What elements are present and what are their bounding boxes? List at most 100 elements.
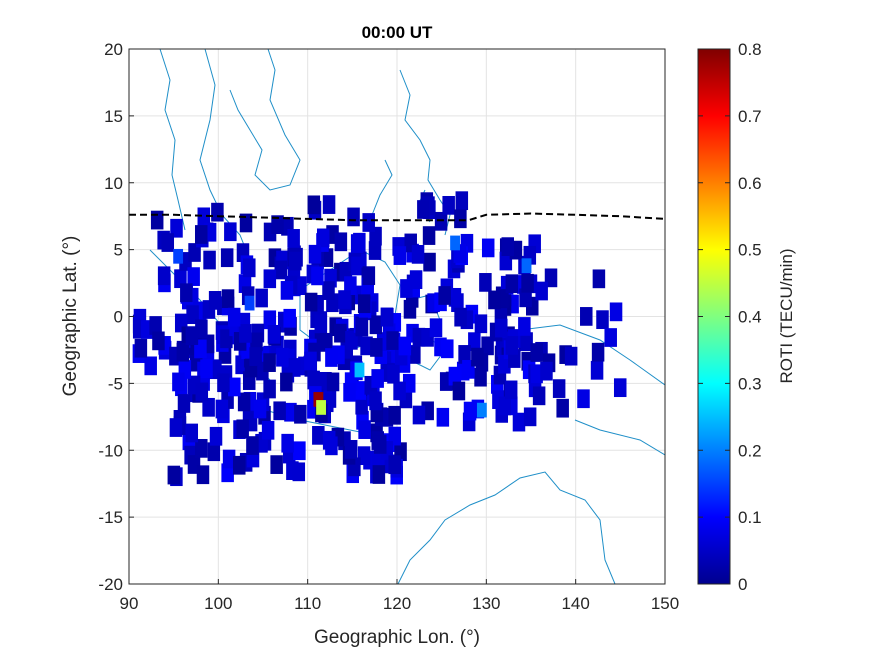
roti-cell xyxy=(322,195,336,214)
roti-cell xyxy=(263,379,276,399)
roti-cell xyxy=(187,267,200,286)
roti-cell xyxy=(134,338,148,358)
roti-cell xyxy=(334,232,348,252)
roti-cell xyxy=(388,426,402,446)
roti-cell xyxy=(388,405,401,425)
x-tick-label: 130 xyxy=(472,594,500,613)
y-axis-label: Geographic Lat. (°) xyxy=(60,236,81,397)
y-tick-label: -5 xyxy=(108,374,123,393)
y-tick-label: 20 xyxy=(104,40,123,59)
roti-cell xyxy=(609,302,623,322)
roti-cell xyxy=(505,274,519,294)
roti-cell xyxy=(564,346,578,366)
roti-cell xyxy=(373,435,387,454)
roti-cell xyxy=(221,289,235,309)
roti-cell xyxy=(468,332,481,352)
roti-cell xyxy=(442,195,455,215)
roti-cell xyxy=(344,440,358,459)
x-tick-label: 140 xyxy=(561,594,589,613)
roti-cell xyxy=(304,351,317,371)
x-tick-label: 90 xyxy=(120,594,139,613)
roti-cell xyxy=(409,270,423,289)
roti-cell xyxy=(596,310,609,330)
roti-cell xyxy=(498,396,511,416)
roti-cell xyxy=(495,318,508,338)
roti-cell xyxy=(429,318,443,338)
roti-cell xyxy=(360,336,373,356)
roti-cell xyxy=(276,347,289,367)
roti-cell xyxy=(552,379,566,398)
roti-cell xyxy=(284,402,297,422)
roti-cell xyxy=(454,307,467,327)
roti-cell xyxy=(232,455,246,475)
roti-cell xyxy=(369,315,383,335)
roti-cell xyxy=(372,465,386,484)
roti-cell xyxy=(343,382,356,402)
roti-cell xyxy=(294,404,307,424)
roti-cell xyxy=(362,213,375,232)
roti-cell xyxy=(613,378,627,398)
roti-cell xyxy=(436,407,450,427)
roti-cell xyxy=(157,266,171,286)
roti-cell xyxy=(167,465,181,485)
roti-cell xyxy=(280,372,293,392)
roti-cell xyxy=(312,425,325,445)
roti-cell xyxy=(519,288,532,308)
roti-cell xyxy=(307,370,320,390)
roti-cell xyxy=(239,324,252,343)
roti-cell xyxy=(380,307,394,327)
roti-cell xyxy=(518,317,531,336)
roti-cell xyxy=(150,210,164,230)
roti-cell xyxy=(149,316,162,335)
roti-hotspot xyxy=(521,258,532,274)
roti-cell xyxy=(402,373,416,393)
roti-cell xyxy=(270,455,283,474)
roti-cell xyxy=(281,433,294,453)
roti-cell xyxy=(288,358,301,377)
roti-cell xyxy=(308,244,322,264)
roti-cell xyxy=(504,380,518,400)
roti-hotspot xyxy=(450,235,460,251)
roti-cell xyxy=(292,462,306,482)
roti-cell xyxy=(311,266,324,286)
roti-cell xyxy=(498,354,511,374)
roti-cell xyxy=(283,308,296,328)
roti-cell xyxy=(417,200,430,219)
y-tick-label: 0 xyxy=(114,308,123,327)
roti-cell xyxy=(228,377,241,397)
roti-cell xyxy=(358,420,371,439)
coastline-indochina xyxy=(159,49,301,261)
y-tick-label: -15 xyxy=(98,508,123,527)
roti-cell xyxy=(412,405,426,425)
roti-cell xyxy=(325,348,338,367)
roti-cell xyxy=(351,256,364,276)
roti-cell xyxy=(322,281,335,300)
roti-cell xyxy=(215,399,229,419)
roti-cell xyxy=(532,386,546,406)
roti-cell xyxy=(320,332,333,352)
roti-cell xyxy=(274,260,288,280)
colorbar-tick-label: 0.3 xyxy=(738,374,762,393)
roti-cell xyxy=(355,317,369,337)
roti-cell xyxy=(488,290,501,310)
y-tick-label: -20 xyxy=(98,575,123,594)
roti-cell xyxy=(590,360,604,380)
roti-cell xyxy=(195,438,208,458)
roti-cell xyxy=(338,290,351,309)
roti-cell xyxy=(521,273,534,293)
roti-cell xyxy=(434,211,448,231)
roti-cell xyxy=(357,446,371,466)
roti-hotspot xyxy=(354,362,365,378)
y-tick-label: 5 xyxy=(114,241,123,260)
roti-cell xyxy=(580,307,593,326)
x-tick-label: 110 xyxy=(294,594,321,613)
roti-hotspot xyxy=(313,392,324,407)
roti-cell xyxy=(177,394,191,413)
roti-cell xyxy=(474,314,488,334)
roti-cell xyxy=(411,245,425,264)
roti-cell xyxy=(152,331,165,351)
roti-cell xyxy=(501,237,514,257)
roti-cell xyxy=(322,430,336,450)
colorbar-tick-label: 0.8 xyxy=(738,40,762,59)
roti-cell xyxy=(438,286,451,305)
